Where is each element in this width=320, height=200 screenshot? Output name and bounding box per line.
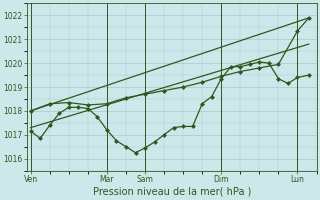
X-axis label: Pression niveau de la mer( hPa ): Pression niveau de la mer( hPa )	[92, 187, 251, 197]
